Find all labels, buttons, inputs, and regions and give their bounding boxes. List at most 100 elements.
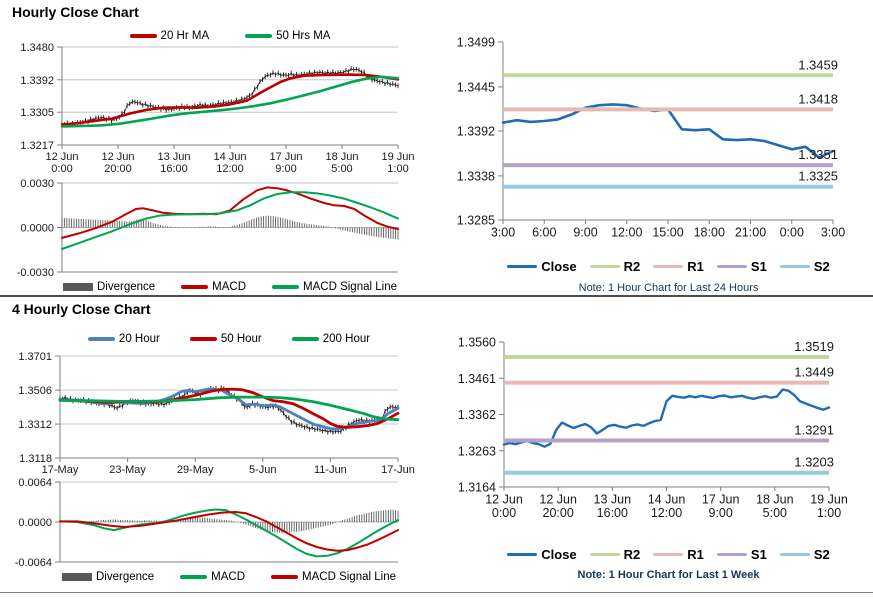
legend-item-macd-signal: MACD Signal Line [272,281,397,293]
svg-text:1.3506: 1.3506 [18,385,52,397]
svg-text:1.3480: 1.3480 [20,42,54,54]
svg-text:0:00: 0:00 [780,226,804,240]
legend-item-macd: MACD [181,281,246,293]
macd-signal-line-swatch [271,575,299,579]
svg-text:1.3263: 1.3263 [458,444,496,458]
legend-label: 50 Hrs MA [276,30,331,42]
legend-item-r2: R2 [589,547,640,562]
50-hour-line-swatch [189,337,217,341]
svg-text:16:00: 16:00 [160,163,188,175]
svg-text:19 Jun: 19 Jun [381,151,414,163]
svg-text:-0.0030: -0.0030 [17,267,54,279]
legend-item-divergence: Divergence [62,281,155,293]
svg-text:3:00: 3:00 [491,226,515,240]
legend-item-200-hour: 200 Hour [291,333,371,345]
divergence-bar-swatch [61,573,92,581]
svg-text:17-May: 17-May [42,464,79,476]
svg-text:0:00: 0:00 [492,506,516,520]
svg-text:0:00: 0:00 [51,163,72,175]
svg-text:17-Jun: 17-Jun [381,464,415,476]
s2-line-swatch [779,264,810,269]
legend-label: S2 [813,259,830,274]
hourly-macd-legend: Divergence MACD MACD Signal Line [62,281,398,293]
svg-text:0.0000: 0.0000 [20,222,54,234]
svg-text:0.0000: 0.0000 [18,517,52,529]
s2-line-swatch [779,552,810,557]
page-bottom-divider [0,592,873,593]
svg-text:1.3392: 1.3392 [457,125,495,139]
svg-text:3:00: 3:00 [821,226,845,240]
svg-text:5-Jun: 5-Jun [249,464,277,476]
r2-line-swatch [589,552,620,557]
svg-text:12:00: 12:00 [216,163,244,175]
20hr-ma-line-swatch [129,34,157,38]
svg-text:6:00: 6:00 [532,226,556,240]
svg-text:14 Jun: 14 Jun [648,493,686,507]
200-hour-line-swatch [291,337,319,341]
svg-text:0.0064: 0.0064 [18,477,52,489]
svg-text:1.3338: 1.3338 [457,169,495,183]
hourly-macd-chart: 0.0030 0.0000 -0.0030 [17,178,399,279]
svg-text:9:00: 9:00 [275,163,296,175]
svg-text:1.3392: 1.3392 [20,75,54,87]
svg-text:1.3118: 1.3118 [19,453,52,465]
legend-label: MACD Signal Line [303,281,397,293]
svg-text:1.3312: 1.3312 [18,419,52,431]
legend-label: R1 [687,259,704,274]
four-hourly-macd-legend: Divergence MACD MACD Signal Line [60,571,398,583]
svg-text:1.3445: 1.3445 [457,80,495,94]
legend-label: 200 Hour [322,333,371,345]
svg-text:1.3203: 1.3203 [794,455,834,470]
legend-label: S1 [750,259,767,274]
svg-text:-0.0064: -0.0064 [15,557,52,569]
svg-text:1.3305: 1.3305 [20,107,54,119]
legend-item-50-hour: 50 Hour [189,333,262,345]
macd-signal-line-swatch [272,285,300,289]
svg-text:29-May: 29-May [177,464,214,476]
svg-text:12:00: 12:00 [651,506,682,520]
legend-item-macd: MACD [180,571,245,583]
svg-text:12 Jun: 12 Jun [45,151,78,163]
legend-item-s1: S1 [716,547,767,562]
legend-item-close: Close [507,547,577,562]
svg-text:1.3519: 1.3519 [794,339,834,354]
20-hour-line-swatch [87,337,115,341]
svg-text:9:00: 9:00 [709,506,733,520]
svg-text:18:00: 18:00 [694,226,725,240]
svg-text:20:00: 20:00 [104,163,132,175]
close-line-swatch [507,552,538,557]
macd-line-swatch [180,575,208,579]
legend-label: Close [541,547,577,562]
legend-item-s1: S1 [716,259,767,274]
legend-label: Close [541,259,577,274]
svg-text:13 Jun: 13 Jun [157,151,190,163]
legend-label: MACD [211,571,246,583]
legend-label: R2 [623,259,641,274]
divergence-bar-swatch [62,283,93,291]
legend-item-s2: S2 [779,259,830,274]
svg-text:21:00: 21:00 [735,226,766,240]
svg-text:0.0030: 0.0030 [20,178,54,190]
hourly-close-chart-title: Hourly Close Chart [12,4,139,20]
svg-text:14 Jun: 14 Jun [213,151,246,163]
close-line-swatch [507,264,538,269]
pivot-24h-note: Note: 1 Hour Chart for Last 24 Hours [578,282,759,294]
svg-text:1.3362: 1.3362 [458,408,496,422]
svg-text:1.3499: 1.3499 [457,36,495,50]
pivot-24h-legend: Close R2 R1 S1 S2 [500,259,837,274]
legend-label: 20 Hour [118,333,160,345]
svg-text:1.3285: 1.3285 [457,214,495,228]
svg-text:13 Jun: 13 Jun [594,493,632,507]
legend-label: R1 [687,547,704,562]
svg-text:1.3325: 1.3325 [798,169,838,184]
svg-text:12 Jun: 12 Jun [101,151,134,163]
r1-line-swatch [653,264,684,269]
legend-label: MACD [212,281,247,293]
svg-text:1.3560: 1.3560 [458,336,496,350]
four-hourly-close-chart-title: 4 Hourly Close Chart [12,301,151,317]
legend-item-20-hour: 20 Hour [87,333,160,345]
50hrs-ma-line-swatch [245,34,273,38]
